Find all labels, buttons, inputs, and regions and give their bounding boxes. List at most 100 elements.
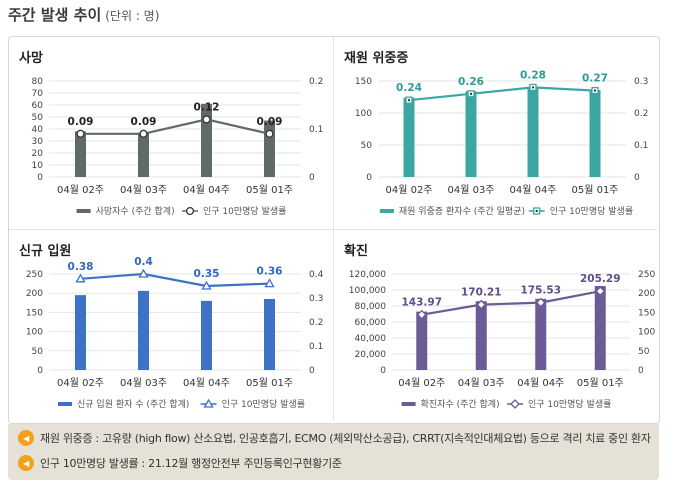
chart-title-deaths: 사망 xyxy=(19,51,43,66)
chart-title-critical: 재원 위중증 xyxy=(344,51,409,66)
x-tick-label: 05월 01주 xyxy=(577,377,624,389)
rate-data-label: 0.09 xyxy=(257,116,283,128)
y-tick-label: 100 xyxy=(26,328,43,338)
rate-marker xyxy=(202,115,211,124)
rate-marker-center xyxy=(470,92,472,95)
rate-marker xyxy=(476,299,487,310)
rate-marker xyxy=(75,273,86,283)
rate-marker xyxy=(265,129,274,138)
rate-data-label: 0.38 xyxy=(68,261,94,273)
page-title: 주간 발생 추이 (단위 : 명) xyxy=(8,4,159,25)
note-rate-definition: ◀ 인구 10만명당 발생률 : 21.12월 행정안전부 주민등록인구현황기준 xyxy=(18,455,342,471)
speaker-icon: ◀ xyxy=(18,455,34,471)
chart-panel-admissions: 신규 입원 0 50 100 150 200 250 0 0.1 0.2 0.3 0.4 04월 02… xyxy=(9,230,333,422)
chart-confirmed: 0 20,000 40,000 60,000 80,000 100,000 120,000 0… xyxy=(349,270,656,410)
legend-label: 확진자수 (주간 합계) xyxy=(421,398,500,410)
y2-tick-label: 0.3 xyxy=(309,294,323,304)
chart-critical: 0 50 100 150 0 0.1 0.2 0.3 04월 02주 04월 03주 04월 04주… xyxy=(355,69,649,217)
y-tick-label: 150 xyxy=(26,308,43,318)
legend-label: 재원 위중증 환자수 (주간 일평균) xyxy=(399,205,525,217)
note-critical-definition: ◀ 재원 위중증 : 고유량 (high flow) 산소요법, 인공호흡기, … xyxy=(18,430,651,446)
x-tick-label: 05월 01주 xyxy=(246,184,293,196)
bar xyxy=(594,286,606,370)
y2-tick-label: 0.2 xyxy=(309,318,323,328)
legend-label: 신규 입원 환자 수 (주간 합계) xyxy=(77,398,189,410)
x-tick-label: 04월 02주 xyxy=(398,377,445,389)
chart-panel-deaths: 사망 0 10 20 30 40 50 60 70 80 0 0.1 0.2 04월 02주 04월 03… xyxy=(9,37,333,229)
rate-data-label: 0.09 xyxy=(131,116,157,128)
y-tick-label: 60,000 xyxy=(355,318,387,328)
y2-tick-label: 0.1 xyxy=(309,125,323,135)
bar xyxy=(138,290,149,370)
y-tick-label: 200 xyxy=(26,289,43,299)
legend-marker xyxy=(203,398,214,408)
rate-data-label: 0.09 xyxy=(68,116,94,128)
y-tick-label: 20,000 xyxy=(355,350,387,360)
rate-line xyxy=(80,272,270,288)
rate-data-label: 175.53 xyxy=(520,285,561,297)
rate-marker xyxy=(264,278,275,288)
y-tick-label: 40 xyxy=(32,125,44,135)
y-tick-label: 80 xyxy=(32,77,44,87)
legend-bar-swatch xyxy=(76,209,91,213)
legend-bar-swatch xyxy=(379,209,394,213)
legend-bar-swatch xyxy=(401,402,416,406)
rate-data-label: 0.12 xyxy=(194,101,220,113)
y2-tick-label: 0.1 xyxy=(634,141,648,151)
rate-data-label: 0.28 xyxy=(520,69,546,81)
speaker-icon: ◀ xyxy=(18,430,34,446)
y2-tick-label: 0 xyxy=(309,366,315,376)
chart-title-admissions: 신규 입원 xyxy=(19,244,72,259)
rate-marker xyxy=(76,129,85,138)
y2-tick-label: 0.2 xyxy=(309,77,323,87)
y-tick-label: 70 xyxy=(32,89,44,99)
chart-panel-critical: 재원 위중증 0 50 100 150 0 0.1 0.2 0.3 04월 02주 04월 03주… xyxy=(334,37,658,229)
y-tick-label: 0 xyxy=(366,173,372,183)
y-tick-label: 0 xyxy=(37,173,43,183)
note-text: 인구 10만명당 발생률 : 21.12월 행정안전부 주민등록인구현황기준 xyxy=(40,457,342,470)
x-tick-label: 04월 03주 xyxy=(447,184,494,196)
legend-marker xyxy=(510,399,520,409)
bar xyxy=(535,298,547,370)
legend-label: 인구 10만명당 발생률 xyxy=(550,206,633,217)
rate-marker-center xyxy=(532,86,534,89)
y2-tick-label: 50 xyxy=(638,347,650,357)
bar xyxy=(475,301,487,370)
y2-tick-label: 200 xyxy=(638,289,655,299)
bar xyxy=(75,131,86,177)
bar xyxy=(465,91,477,177)
y2-tick-label: 250 xyxy=(638,270,655,280)
rate-data-label: 0.27 xyxy=(582,73,608,85)
x-tick-label: 04월 03주 xyxy=(120,377,167,389)
x-tick-label: 04월 02주 xyxy=(57,377,104,389)
bar xyxy=(403,97,415,177)
bar xyxy=(201,300,212,370)
y-tick-label: 10 xyxy=(32,161,44,171)
charts-card xyxy=(8,36,660,424)
rate-data-label: 0.24 xyxy=(396,82,422,94)
y-tick-label: 80,000 xyxy=(355,302,387,312)
y2-tick-label: 100 xyxy=(638,328,655,338)
rate-line xyxy=(80,118,270,135)
page-title-text: 주간 발생 추이 xyxy=(8,6,102,24)
legend-marker xyxy=(185,206,195,216)
page-unit: (단위 : 명) xyxy=(105,9,160,23)
y2-tick-label: 150 xyxy=(638,308,655,318)
y-tick-label: 100,000 xyxy=(349,286,386,296)
note-text: 재원 위중증 : 고유량 (high flow) 산소요법, 인공호흡기, EC… xyxy=(40,432,651,445)
x-tick-label: 05월 01주 xyxy=(246,377,293,389)
rate-data-label: 0.35 xyxy=(194,268,220,280)
x-tick-label: 05월 01주 xyxy=(571,184,618,196)
x-tick-label: 04월 04주 xyxy=(183,184,230,196)
y-tick-label: 50 xyxy=(361,141,373,151)
rate-marker xyxy=(535,297,546,308)
y2-tick-label: 0.4 xyxy=(309,270,324,280)
legend-bar-swatch xyxy=(58,402,72,406)
x-tick-label: 04월 03주 xyxy=(120,184,167,196)
y-tick-label: 150 xyxy=(355,77,372,87)
chart-panel-confirmed: 확진 0 20,000 40,000 60,000 80,000 100,000 120,0… xyxy=(334,230,658,422)
y-tick-label: 100 xyxy=(355,109,372,119)
rate-data-label: 0.4 xyxy=(134,256,153,268)
bar xyxy=(589,89,601,177)
legend-label: 사망자수 (주간 합계) xyxy=(96,205,175,217)
